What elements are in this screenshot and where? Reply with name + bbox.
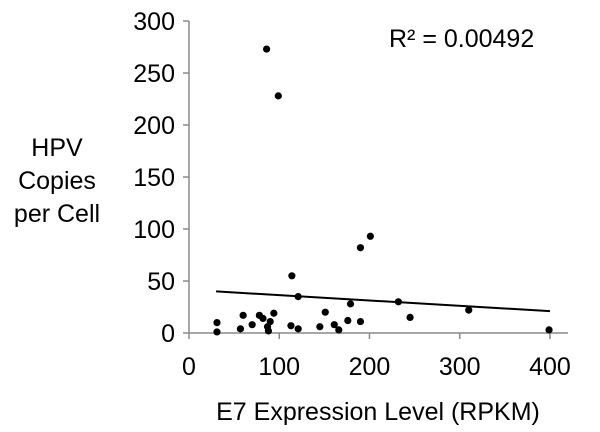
data-point (465, 306, 473, 314)
r-squared-annotation: R² = 0.00492 (389, 25, 534, 53)
data-point (274, 92, 282, 100)
data-points (213, 45, 553, 336)
x-axis: 0 100 200 300 400 (182, 332, 571, 381)
x-axis-label: E7 Expression Level (RPKM) (216, 398, 540, 426)
x-tick-label: 200 (349, 353, 391, 381)
x-tick-label: 300 (439, 353, 481, 381)
y-tick-label: 300 (133, 8, 175, 36)
data-point (287, 322, 295, 330)
data-point (366, 232, 374, 240)
data-point (294, 325, 302, 333)
y-tick-label: 100 (133, 216, 175, 244)
data-point (394, 298, 402, 306)
data-point (239, 311, 247, 319)
y-tick-label: 200 (133, 112, 175, 140)
data-point (248, 321, 256, 329)
data-point (316, 323, 324, 331)
data-point (406, 313, 414, 321)
data-point (346, 300, 355, 308)
trendline (216, 290, 551, 313)
data-point (270, 309, 278, 317)
data-point (263, 45, 271, 53)
y-tick-label: 150 (133, 164, 175, 192)
data-point (335, 326, 343, 334)
data-point (344, 316, 352, 325)
data-point (236, 325, 245, 333)
y-tick-label: 250 (133, 60, 175, 88)
y-axis: 0 50 100 150 200 250 300 (133, 8, 190, 348)
y-tick-label: 0 (161, 320, 175, 348)
data-point (545, 326, 553, 334)
x-tick-label: 400 (529, 353, 571, 381)
y-axis-label-line-2: Copies (18, 167, 96, 195)
data-point (264, 327, 273, 335)
data-point (213, 328, 221, 336)
data-point (259, 314, 267, 323)
data-point (294, 293, 302, 301)
trendline-layer (216, 290, 551, 313)
y-axis-label: HPV Copies per Cell (14, 134, 100, 228)
y-axis-label-line-3: per Cell (14, 200, 100, 228)
data-point (356, 244, 365, 252)
data-point (330, 321, 338, 329)
x-tick-label: 100 (258, 353, 300, 381)
data-point (288, 272, 296, 280)
y-axis-label-line-1: HPV (31, 134, 83, 162)
data-point (356, 317, 365, 326)
x-tick-label: 0 (182, 353, 196, 381)
data-point (321, 308, 329, 316)
data-point (213, 319, 221, 327)
y-tick-label: 50 (147, 268, 175, 296)
